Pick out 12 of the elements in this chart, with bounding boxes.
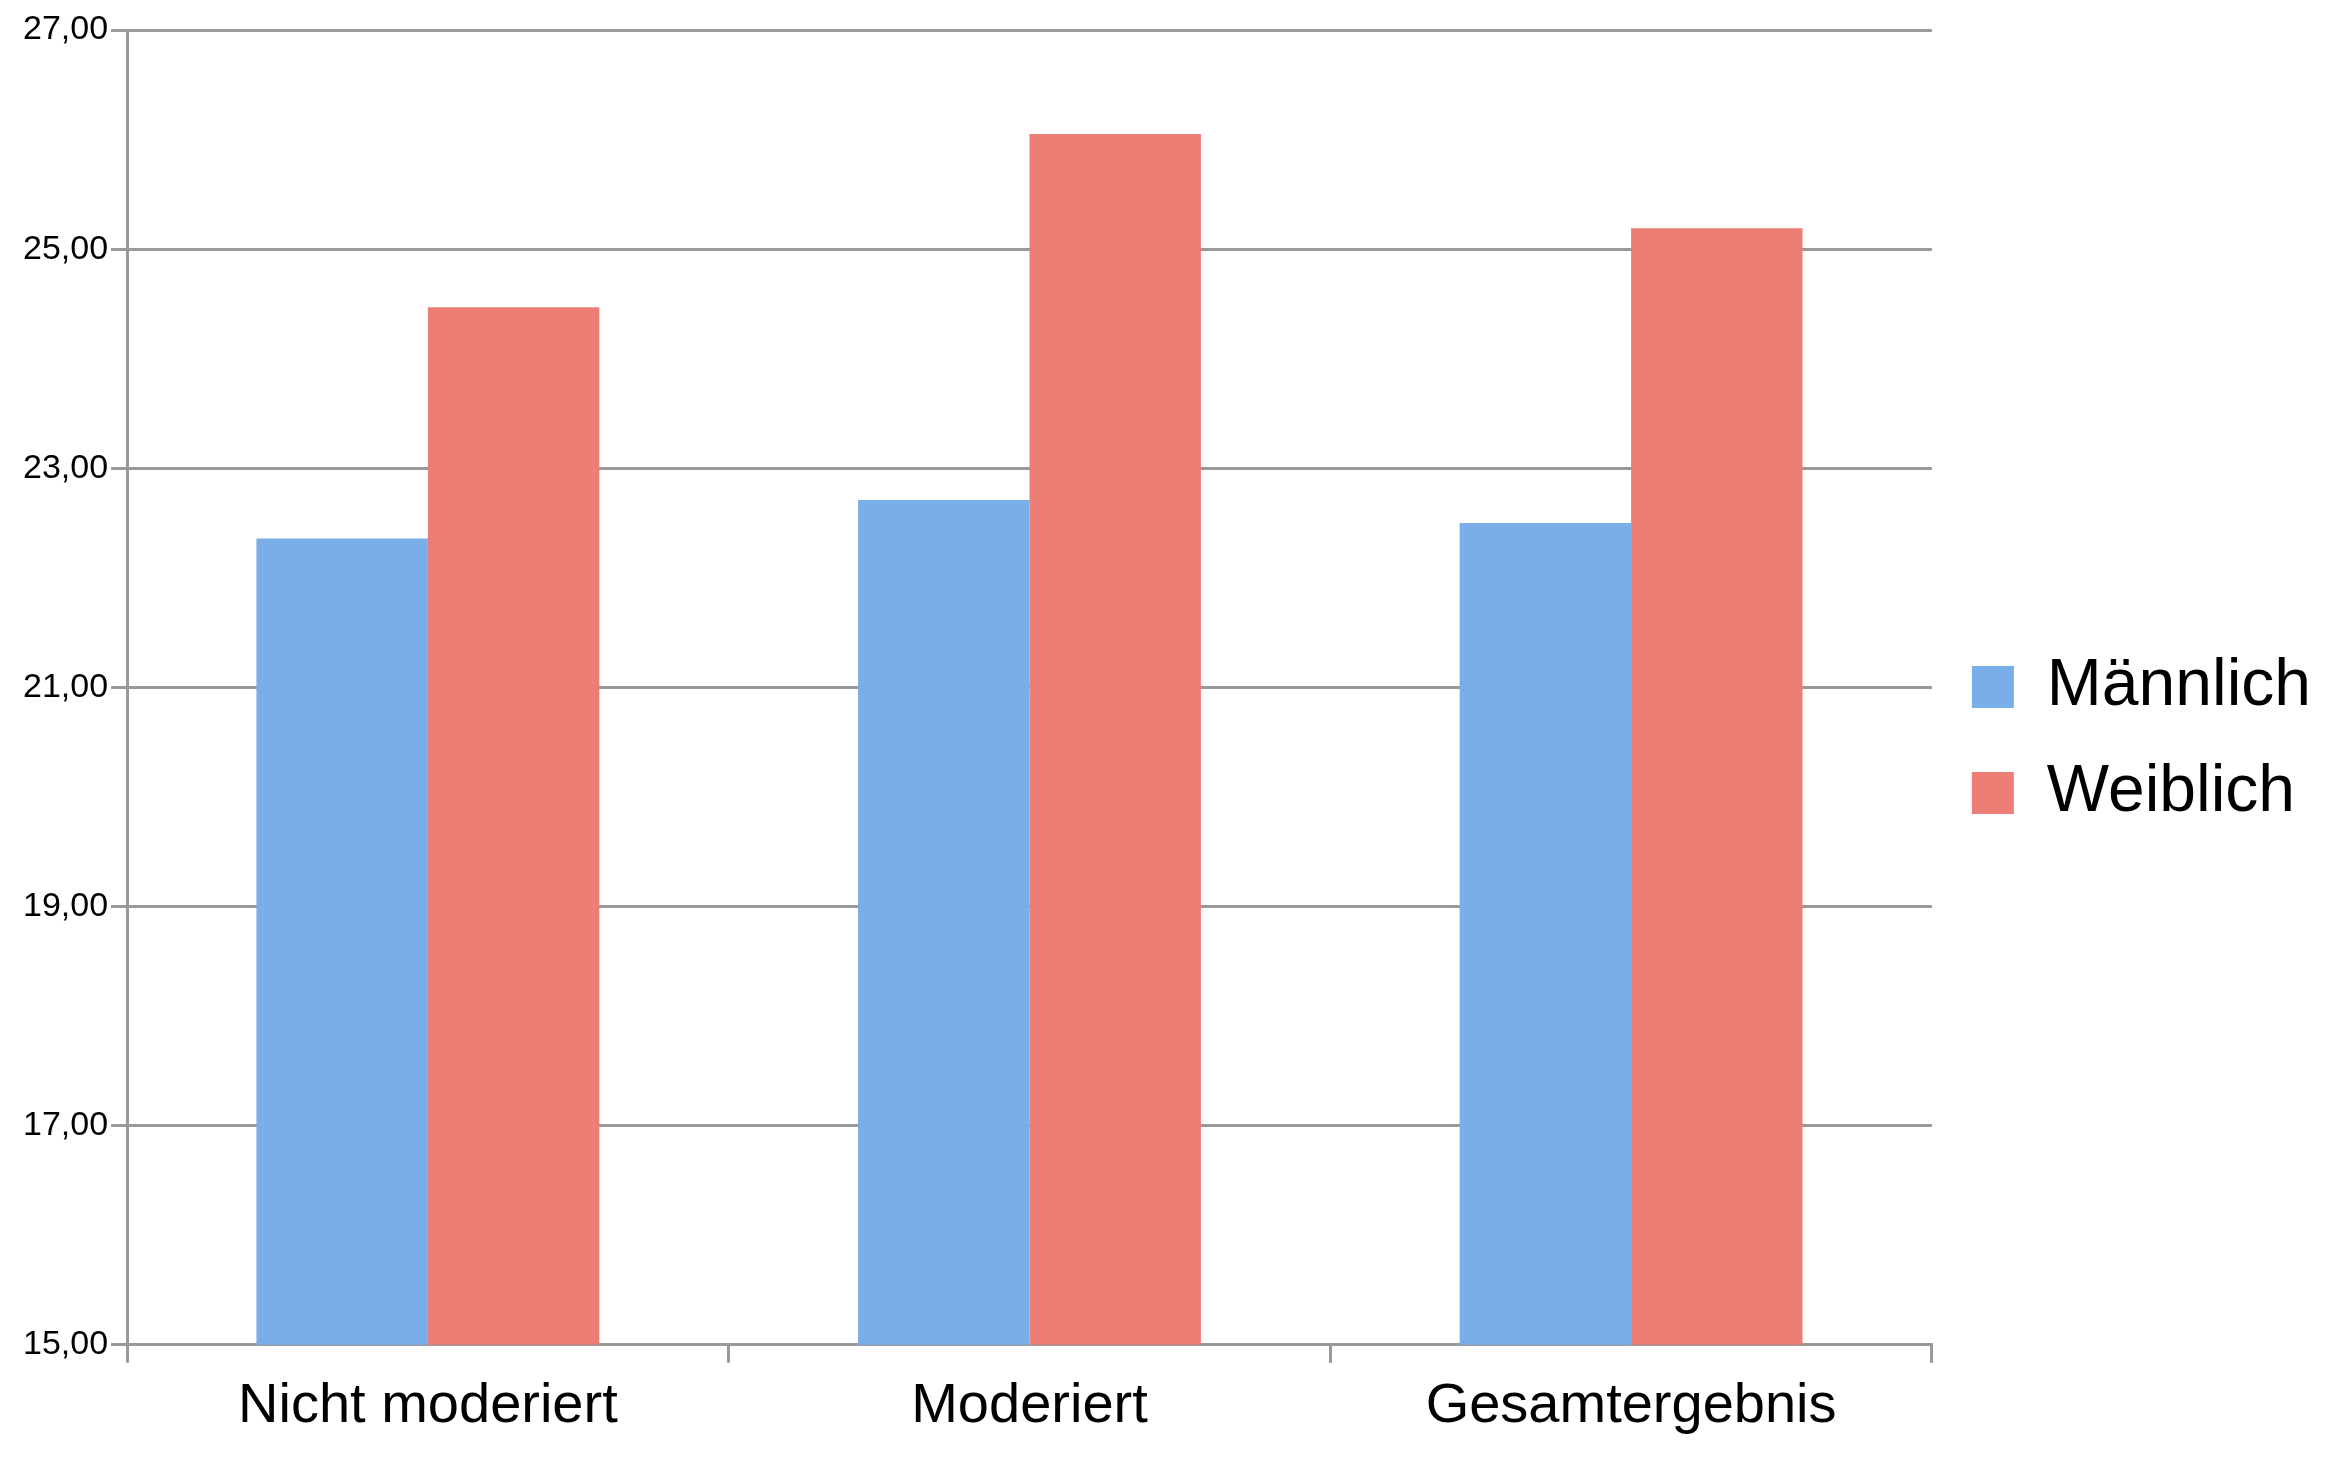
y-tick-label: 23,00 [22,446,109,485]
y-tick-label: 27,00 [22,8,109,47]
y-tick-label: 25,00 [22,227,109,266]
y-tick-label: 21,00 [22,665,109,704]
y-tick-label: 15,00 [22,1323,109,1362]
x-tick-label: Gesamtergebnis [1425,1370,1837,1434]
y-tick-label: 17,00 [22,1104,109,1143]
x-tick-label: Nicht moderiert [238,1370,619,1434]
legend-label: Männlich [2046,645,2312,720]
y-tick-label: 19,00 [22,884,109,923]
legend-label: Weiblich [2046,751,2296,826]
x-tick-label: Moderiert [911,1370,1149,1434]
